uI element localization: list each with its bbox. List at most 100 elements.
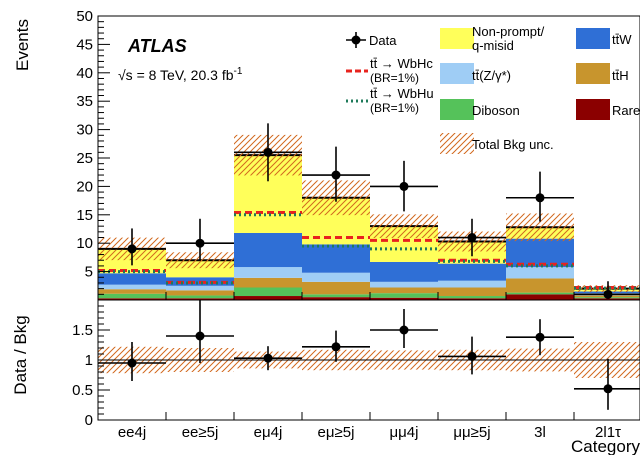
bar-bkg-1-0 <box>98 293 166 299</box>
bar-bkg-1-1 <box>166 295 234 299</box>
unc-band-4 <box>370 214 438 238</box>
ratio-point-0 <box>127 358 137 368</box>
legend-label-signal-1-br: (BR=1%) <box>370 101 419 115</box>
ratio-y-tick-label-1: 0.5 <box>72 382 93 399</box>
data-point-5 <box>467 233 477 243</box>
ratio-point-5 <box>467 351 477 361</box>
legend-data-marker <box>351 35 361 45</box>
energy-label-exponent: -1 <box>234 66 243 77</box>
bar-bkg-2-6 <box>506 278 574 293</box>
ratio-point-6 <box>535 332 545 342</box>
ratio-point-3 <box>331 342 341 352</box>
ratio-y-tick-label-0: 0 <box>85 412 93 429</box>
y-tick-label-1: 10 <box>76 235 93 252</box>
bar-bkg-3-2 <box>234 267 302 278</box>
x-tick-label-2: eμ4j <box>254 424 283 441</box>
bar-bkg-2-3 <box>302 281 370 295</box>
data-point-6 <box>535 193 545 203</box>
legend-label-unc: Total Bkg unc. <box>472 137 554 152</box>
bar-bkg-3-4 <box>370 281 438 288</box>
bar-bkg-4-0 <box>98 273 166 285</box>
data-point-4 <box>399 181 409 191</box>
y-tick-label-6: 35 <box>76 93 93 110</box>
x-tick-label-6: 3l <box>534 424 546 441</box>
energy-label: √s = 8 TeV, 20.3 fb-1 <box>118 66 243 83</box>
ratio-point-7 <box>603 384 613 394</box>
bar-bkg-3-6 <box>506 267 574 279</box>
bar-bkg-4-4 <box>370 261 438 282</box>
bar-bkg-0-5 <box>438 298 506 300</box>
data-point-7 <box>603 289 613 299</box>
atlas-label: ATLAS <box>127 36 187 56</box>
bar-bkg-4-2 <box>234 232 302 268</box>
ratio-point-1 <box>195 331 205 341</box>
x-tick-label-4: μμ4j <box>390 424 419 441</box>
bar-bkg-3-1 <box>166 285 234 291</box>
x-axis-label: Category <box>571 437 640 455</box>
bar-bkg-0-2 <box>234 296 302 300</box>
bar-bkg-1-4 <box>370 293 438 298</box>
legend-swatch-diboson <box>440 99 474 120</box>
legend-label-ttw: tt̄W <box>612 32 632 47</box>
x-tick-label-5: μμ≥5j <box>453 424 490 441</box>
y-tick-label-7: 40 <box>76 65 93 82</box>
bar-bkg-3-5 <box>438 280 506 288</box>
y-tick-label-4: 25 <box>76 150 93 167</box>
y-tick-label-5: 30 <box>76 122 93 139</box>
data-point-1 <box>195 238 205 248</box>
legend-label-nonprompt-0: Non-prompt/ <box>472 24 545 39</box>
bar-bkg-0-1 <box>166 298 234 300</box>
y-tick-label-3: 20 <box>76 178 93 195</box>
legend-label-tth: tt̄H <box>612 68 629 83</box>
bar-bkg-4-6 <box>506 238 574 268</box>
x-tick-label-1: ee≥5j <box>182 424 219 441</box>
bar-bkg-3-3 <box>302 272 370 282</box>
data-point-0 <box>127 244 137 254</box>
x-tick-label-0: ee4j <box>118 424 146 441</box>
legend-label-signal-0-br: (BR=1%) <box>370 71 419 85</box>
ratio-point-4 <box>399 325 409 335</box>
bar-bkg-3-0 <box>98 284 166 290</box>
y-tick-label-8: 45 <box>76 36 93 53</box>
bar-bkg-0-7 <box>574 298 640 300</box>
bar-bkg-2-4 <box>370 287 438 294</box>
legend-swatch-unc <box>440 133 474 154</box>
legend-label-diboson: Diboson <box>472 103 520 118</box>
bar-bkg-0-4 <box>370 297 438 300</box>
legend-label-rare: Rare <box>612 103 640 118</box>
ratio-y-tick-label-3: 1.5 <box>72 322 93 339</box>
bar-bkg-1-3 <box>302 294 370 298</box>
legend-swatch-nonprompt <box>440 28 474 49</box>
x-tick-label-7: 2l1τ <box>595 424 621 441</box>
ratio-point-2 <box>263 353 273 363</box>
legend-swatch-ttz <box>440 63 474 84</box>
bar-bkg-4-5 <box>438 263 506 281</box>
y-tick-label-2: 15 <box>76 207 93 224</box>
x-tick-label-3: eμ≥5j <box>318 424 355 441</box>
top-panel: 5 10 15 20 25 30 35 40 45 50 <box>76 8 640 301</box>
bar-bkg-0-3 <box>302 297 370 300</box>
y-axis-label-bottom: Data / Bkg <box>11 315 30 394</box>
legend-swatch-ttw <box>576 28 610 49</box>
bar-bkg-1-6 <box>506 292 574 295</box>
legend-swatch-tth <box>576 63 610 84</box>
energy-label-text: √s = 8 TeV, 20.3 fb <box>118 67 234 83</box>
bar-bkg-0-6 <box>506 294 574 300</box>
ratio-y-tick-label-2: 1 <box>85 352 93 369</box>
legend-label-nonprompt-1: q-misid <box>472 38 514 53</box>
bar-bkg-1-5 <box>438 296 506 299</box>
y-tick-label-9: 50 <box>76 8 93 25</box>
legend-swatch-rare <box>576 99 610 120</box>
legend-label-ttz: tt̄(Z/γ*) <box>472 68 511 83</box>
bar-bkg-0-0 <box>98 298 166 300</box>
legend-label-signal-1: tt̄ → WbHu <box>370 86 434 101</box>
data-point-2 <box>263 147 273 157</box>
legend-label-data: Data <box>369 33 397 48</box>
bar-bkg-2-2 <box>234 277 302 288</box>
bar-bkg-2-5 <box>438 287 506 297</box>
y-axis-label-top: Events <box>13 19 32 71</box>
bar-bkg-2-1 <box>166 290 234 296</box>
bottom-panel: 0 0.5 1 1.5 ee4j ee≥5j eμ4j eμ≥5j μμ4j μμ≥5j 3l 2l1… <box>72 299 640 441</box>
